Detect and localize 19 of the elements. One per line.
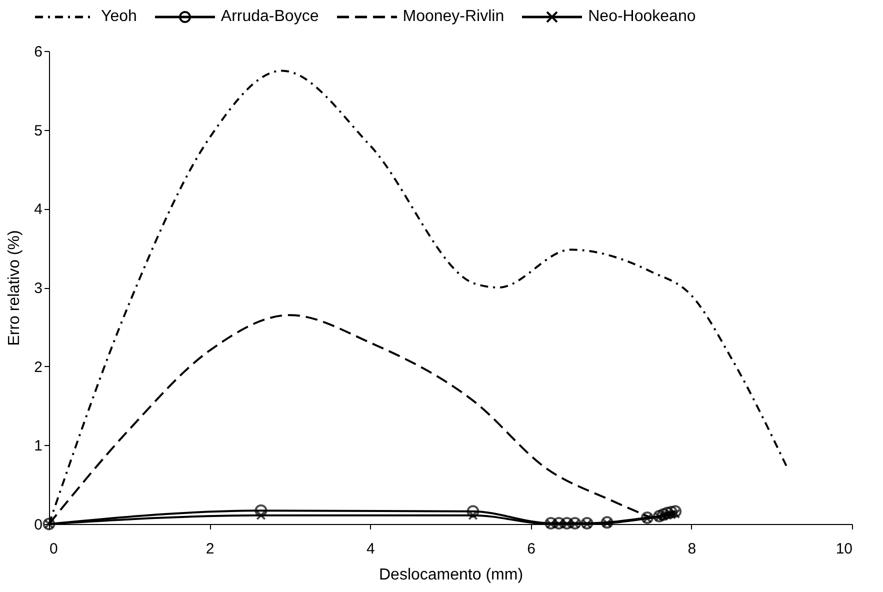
legend-label: Arruda-Boyce <box>220 8 319 26</box>
legend-label: Neo-Hookeano <box>588 8 696 26</box>
y-tick-label: 2 <box>34 358 42 376</box>
x-tick-label: 8 <box>688 540 696 558</box>
x-tick-label: 4 <box>366 540 375 558</box>
x-tick-label: 2 <box>206 540 214 558</box>
y-axis-title: Erro relativo (%) <box>6 230 24 346</box>
y-tick-label: 6 <box>34 44 42 60</box>
legend-label: Yeoh <box>101 8 137 26</box>
x-tick-label: 10 <box>836 540 852 558</box>
x-axis-title: Deslocamento (mm) <box>378 566 524 584</box>
legend-label: Mooney-Rivlin <box>402 8 504 26</box>
y-tick-label: 0 <box>34 516 42 534</box>
x-tick-label: 0 <box>50 540 58 558</box>
y-tick-label: 5 <box>34 122 42 140</box>
y-tick-label: 4 <box>34 201 42 218</box>
y-tick-label: 1 <box>34 438 42 455</box>
x-tick-label: 6 <box>527 540 536 558</box>
y-tick-label: 3 <box>34 280 42 297</box>
